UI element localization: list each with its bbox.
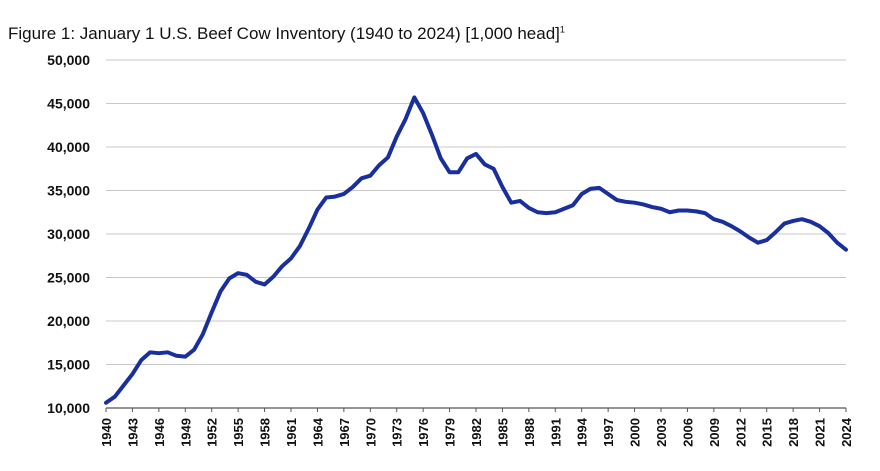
x-tick-label: 2015 bbox=[760, 418, 775, 447]
y-tick-label: 20,000 bbox=[47, 313, 90, 329]
chart-title-text: Figure 1: January 1 U.S. Beef Cow Invent… bbox=[8, 24, 560, 43]
x-tick-label: 2003 bbox=[654, 418, 669, 447]
x-tick-label: 2012 bbox=[733, 418, 748, 447]
x-tick-label: 1958 bbox=[258, 418, 273, 447]
y-tick-label: 30,000 bbox=[47, 226, 90, 242]
x-tick-label: 1994 bbox=[575, 417, 590, 447]
x-tick-label: 1940 bbox=[99, 418, 114, 447]
x-tick-label: 2009 bbox=[707, 418, 722, 447]
y-tick-label: 25,000 bbox=[47, 270, 90, 286]
x-tick-label: 2006 bbox=[680, 418, 695, 447]
y-tick-label: 50,000 bbox=[47, 52, 90, 68]
y-tick-label: 15,000 bbox=[47, 357, 90, 373]
x-tick-label: 1970 bbox=[363, 418, 378, 447]
x-tick-label: 2000 bbox=[628, 418, 643, 447]
x-tick-label: 1946 bbox=[152, 418, 167, 447]
x-tick-label: 1952 bbox=[205, 418, 220, 447]
y-axis-ticks: 10,000 15,000 20,000 25,000 30,000 35,000 40,0… bbox=[47, 52, 90, 416]
x-tick-label: 1991 bbox=[548, 418, 563, 447]
x-tick-label: 1985 bbox=[495, 418, 510, 447]
series-group bbox=[104, 95, 848, 405]
x-tick-label: 1955 bbox=[231, 418, 246, 447]
chart-title-footnote: 1 bbox=[559, 24, 565, 35]
x-tick-label: 1988 bbox=[522, 418, 537, 447]
x-tick-label: 1949 bbox=[178, 418, 193, 447]
x-tick-label: 1982 bbox=[469, 418, 484, 447]
y-tick-label: 10,000 bbox=[47, 400, 90, 416]
x-tick-label: 1973 bbox=[390, 418, 405, 447]
x-tick-label: 1979 bbox=[443, 418, 458, 447]
x-tick-label: 1943 bbox=[125, 418, 140, 447]
gridlines bbox=[106, 59, 846, 409]
x-tick-label: 1961 bbox=[284, 418, 299, 447]
x-tick-label: 2021 bbox=[813, 418, 828, 447]
x-tick-label: 2018 bbox=[786, 418, 801, 447]
y-tick-label: 45,000 bbox=[47, 96, 90, 112]
series-line bbox=[104, 95, 848, 405]
x-axis-ticks: 1940 1943 1946 1949 1952 1955 1958 1961 1964 1967… bbox=[99, 408, 854, 447]
chart-title: Figure 1: January 1 U.S. Beef Cow Invent… bbox=[8, 24, 565, 44]
x-tick-label: 2024 bbox=[839, 417, 854, 447]
x-tick-label: 1997 bbox=[601, 418, 616, 447]
y-tick-label: 35,000 bbox=[47, 183, 90, 199]
y-tick-label: 40,000 bbox=[47, 139, 90, 155]
x-tick-label: 1976 bbox=[416, 418, 431, 447]
x-tick-label: 1967 bbox=[337, 418, 352, 447]
x-tick-label: 1964 bbox=[310, 417, 325, 447]
